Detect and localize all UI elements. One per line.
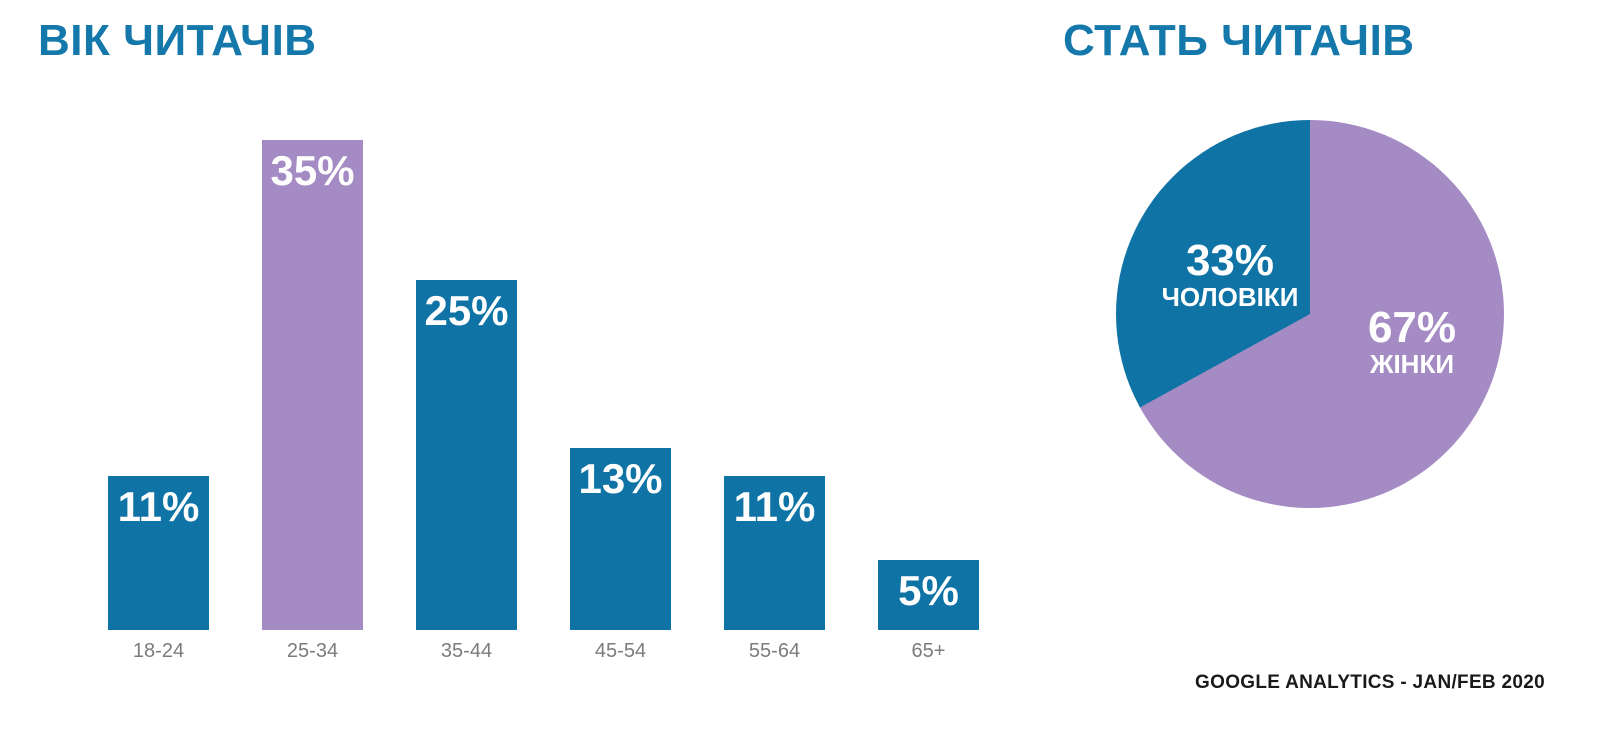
pie-slice-name-ЧОЛОВІКИ: ЧОЛОВІКИ [1161, 282, 1299, 312]
pie-slice-label-ЖІНКИ: 67% ЖІНКИ [1367, 303, 1457, 380]
age-chart-title: ВІК ЧИТАЧІВ [38, 16, 317, 65]
pie-slice-percent-ЧОЛОВІКИ: 33% [1185, 236, 1275, 285]
bar-18-24: 11% [108, 476, 209, 630]
bar-category-label-18-24: 18-24 [132, 640, 185, 662]
bar-65+: 5% [878, 560, 979, 630]
bar-value-label-65+: 5% [898, 567, 959, 614]
pie-slice-percent-ЖІНКИ: 67% [1367, 303, 1457, 352]
bar-value-label-55-64: 11% [733, 483, 816, 530]
age-bar-chart: 11% 18-24 35% 25-34 25% 35-44 13% 45-54 11% 55-64… [108, 0, 988, 662]
pie-slice-name-ЖІНКИ: ЖІНКИ [1369, 349, 1455, 379]
gender-chart-title: СТАТЬ ЧИТАЧІВ [1063, 16, 1415, 65]
bar-55-64: 11% [724, 476, 825, 630]
source-caption: GOOGLE ANALYTICS - JAN/FEB 2020 [1195, 672, 1545, 693]
bar-value-label-18-24: 11% [117, 483, 200, 530]
bar-25-34: 35% [262, 140, 363, 630]
bar-category-label-45-54: 45-54 [594, 640, 647, 662]
bar-35-44: 25% [416, 280, 517, 630]
bar-value-label-45-54: 13% [578, 455, 663, 502]
bar-category-label-35-44: 35-44 [440, 640, 493, 662]
bar-45-54: 13% [570, 448, 671, 630]
bar-category-label-25-34: 25-34 [286, 640, 339, 662]
bar-category-label-65+: 65+ [911, 640, 946, 662]
bar-value-label-25-34: 35% [270, 147, 355, 194]
bar-category-label-55-64: 55-64 [748, 640, 801, 662]
pie-slice-label-ЧОЛОВІКИ: 33% ЧОЛОВІКИ [1161, 236, 1299, 313]
gender-pie-chart: 67% ЖІНКИ 33% ЧОЛОВІКИ [1116, 120, 1504, 508]
bar-value-label-35-44: 25% [424, 287, 509, 334]
